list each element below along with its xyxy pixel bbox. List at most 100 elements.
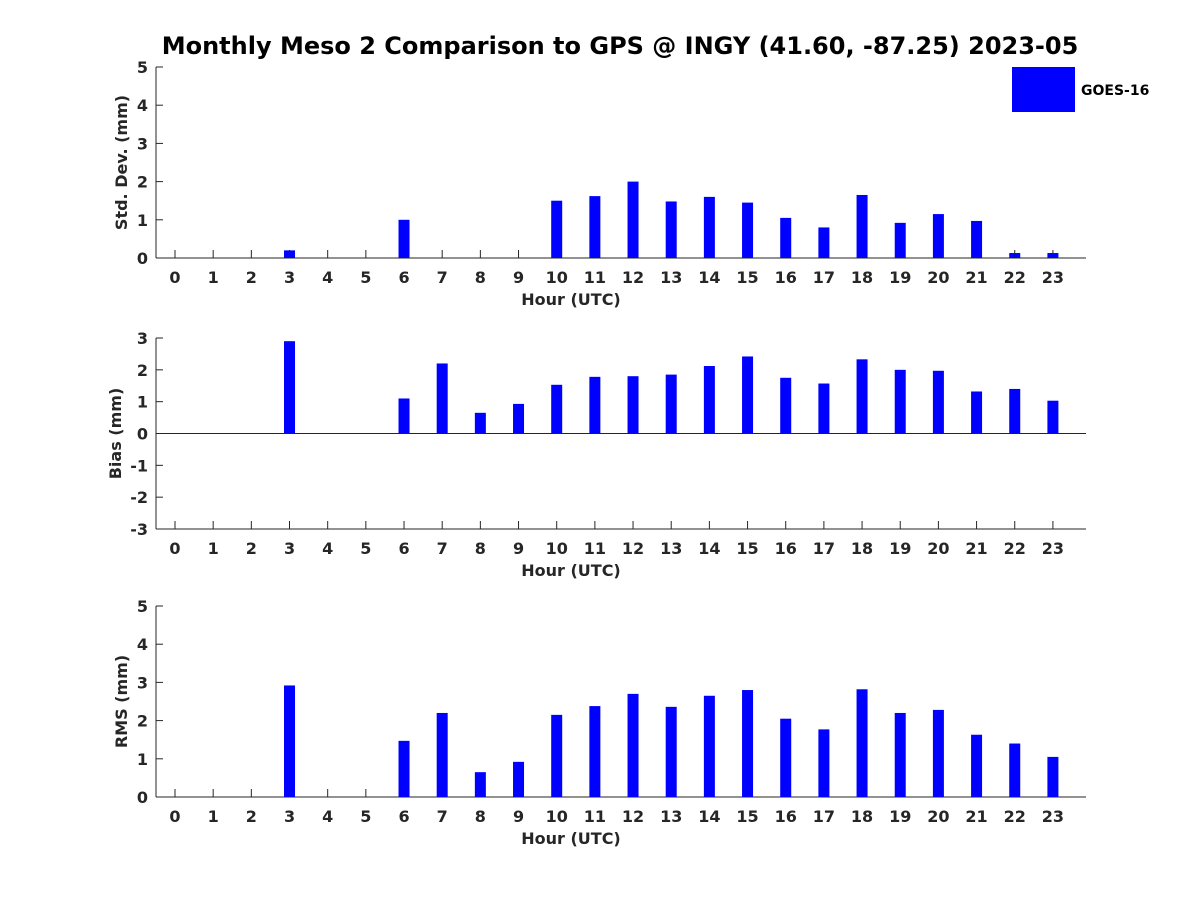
x-tick-label: 5 (360, 807, 371, 826)
bar-hour-15 (742, 202, 754, 258)
bar-hour-22 (1009, 253, 1021, 258)
x-tick-label: 4 (322, 807, 333, 826)
x-tick-label: 13 (660, 268, 682, 287)
bar-hour-3 (284, 341, 296, 434)
bar-hour-8 (474, 412, 486, 434)
bar-hour-13 (665, 201, 677, 258)
x-tick-label: 21 (965, 539, 987, 558)
bar-hour-14 (703, 695, 715, 797)
bar-hour-16 (780, 217, 792, 258)
bar-hour-18 (856, 194, 868, 258)
x-tick-label: 17 (813, 539, 835, 558)
y-tick-label: 4 (137, 96, 148, 115)
x-tick-label: 16 (775, 539, 797, 558)
bar-hour-16 (780, 377, 792, 434)
x-tick-label: 20 (927, 268, 949, 287)
x-tick-label: 5 (360, 539, 371, 558)
bar-hour-13 (665, 374, 677, 434)
bar-hour-16 (780, 718, 792, 797)
x-tick-label: 2 (246, 268, 257, 287)
x-axis-label: Hour (UTC) (521, 290, 621, 309)
x-tick-label: 23 (1042, 807, 1064, 826)
bar-hour-17 (818, 383, 830, 434)
x-tick-label: 1 (208, 539, 219, 558)
x-tick-label: 21 (965, 807, 987, 826)
y-tick-label: 0 (137, 249, 148, 268)
bar-hour-9 (513, 761, 525, 797)
x-tick-label: 9 (513, 268, 524, 287)
y-tick-label: 2 (137, 361, 148, 380)
bar-hour-21 (971, 391, 983, 434)
bar-hour-7 (436, 363, 448, 434)
legend-swatch (1012, 67, 1075, 112)
bar-hour-6 (398, 398, 410, 434)
y-axis-label: Std. Dev. (mm) (112, 95, 131, 230)
bar-hour-8 (474, 772, 486, 797)
y-tick-label: 5 (137, 58, 148, 77)
bar-hour-11 (589, 706, 601, 797)
bar-hour-22 (1009, 388, 1021, 434)
bar-hour-21 (971, 220, 983, 258)
x-tick-label: 7 (437, 539, 448, 558)
x-tick-label: 11 (584, 539, 606, 558)
x-tick-label: 6 (398, 268, 409, 287)
x-tick-label: 13 (660, 539, 682, 558)
x-tick-label: 8 (475, 807, 486, 826)
x-tick-label: 15 (736, 807, 758, 826)
x-tick-label: 2 (246, 539, 257, 558)
x-tick-label: 8 (475, 268, 486, 287)
bar-hour-7 (436, 712, 448, 797)
x-tick-label: 1 (208, 807, 219, 826)
bar-hour-12 (627, 693, 639, 797)
x-tick-label: 3 (284, 268, 295, 287)
x-tick-label: 20 (927, 539, 949, 558)
x-tick-label: 14 (698, 268, 720, 287)
x-tick-label: 18 (851, 539, 873, 558)
x-tick-label: 9 (513, 807, 524, 826)
bar-hour-10 (551, 714, 563, 797)
x-tick-label: 11 (584, 268, 606, 287)
x-tick-label: 14 (698, 807, 720, 826)
x-tick-label: 13 (660, 807, 682, 826)
bar-hour-18 (856, 359, 868, 434)
bar-hour-14 (703, 196, 715, 258)
y-tick-label: 5 (137, 597, 148, 616)
bar-hour-18 (856, 689, 868, 797)
x-tick-label: 6 (398, 539, 409, 558)
y-tick-label: -1 (130, 456, 148, 475)
bar-hour-23 (1047, 253, 1059, 258)
x-tick-label: 4 (322, 539, 333, 558)
bar-hour-22 (1009, 743, 1021, 797)
x-tick-label: 12 (622, 268, 644, 287)
bar-hour-23 (1047, 756, 1059, 797)
legend: GOES-16 (1012, 67, 1149, 112)
y-tick-label: 2 (137, 173, 148, 192)
x-tick-label: 19 (889, 268, 911, 287)
x-tick-label: 7 (437, 268, 448, 287)
x-tick-label: 14 (698, 539, 720, 558)
x-tick-label: 15 (736, 268, 758, 287)
y-axis-label: RMS (mm) (112, 655, 131, 748)
y-tick-label: 1 (137, 211, 148, 230)
bar-hour-10 (551, 384, 563, 434)
y-tick-label: 2 (137, 712, 148, 731)
bar-hour-3 (284, 250, 296, 258)
x-tick-label: 9 (513, 539, 524, 558)
bar-hour-20 (932, 214, 944, 258)
bar-hour-12 (627, 181, 639, 258)
x-tick-label: 6 (398, 807, 409, 826)
x-tick-label: 12 (622, 807, 644, 826)
bar-hour-9 (513, 403, 525, 434)
x-tick-label: 4 (322, 268, 333, 287)
x-tick-label: 23 (1042, 539, 1064, 558)
bar-hour-13 (665, 706, 677, 797)
x-tick-label: 19 (889, 539, 911, 558)
x-tick-label: 0 (169, 807, 180, 826)
x-tick-label: 11 (584, 807, 606, 826)
x-tick-label: 2 (246, 807, 257, 826)
x-tick-label: 12 (622, 539, 644, 558)
x-tick-label: 1 (208, 268, 219, 287)
